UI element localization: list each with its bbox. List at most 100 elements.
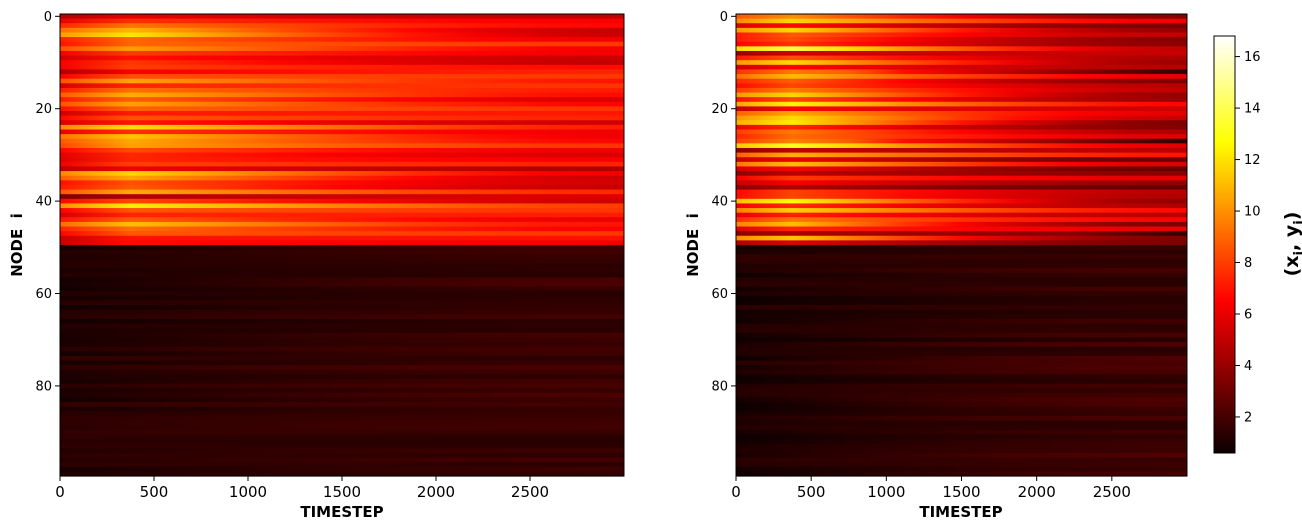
heatmap-row	[736, 221, 1187, 228]
heatmap-row	[60, 346, 624, 352]
heatmap-row	[736, 309, 1187, 315]
heatmap-row	[736, 134, 1187, 140]
heatmap-row	[736, 452, 1187, 459]
heatmap-row	[60, 231, 624, 237]
colorbar-tick-label: 12	[1244, 153, 1261, 168]
colorbar-tick-label: 4	[1244, 359, 1252, 374]
heatmap-row	[60, 332, 624, 338]
heatmap-row	[736, 198, 1187, 205]
heatmap-row	[736, 471, 1187, 477]
heatmap-row	[736, 291, 1187, 297]
heatmap-row	[736, 203, 1187, 209]
heatmap-row	[60, 429, 624, 436]
y-tick-label: 80	[35, 379, 52, 394]
y-tick-label: 40	[711, 195, 728, 210]
heatmap-row	[736, 166, 1187, 172]
heatmap-row	[736, 129, 1187, 135]
heatmap-row	[60, 184, 624, 191]
heatmap-row	[736, 138, 1187, 144]
heatmap-row	[736, 231, 1187, 237]
heatmap-row	[60, 74, 624, 80]
heatmap-row	[60, 314, 624, 320]
colorbar-tick-label: 10	[1244, 205, 1261, 220]
heatmap-row	[60, 318, 624, 325]
heatmap-row	[736, 466, 1187, 472]
heatmap-row	[60, 97, 624, 103]
x-tick-label: 1000	[229, 483, 267, 501]
heatmap-row	[736, 374, 1187, 380]
heatmap-row	[60, 101, 624, 107]
heatmap-row	[736, 101, 1187, 107]
heatmap-row	[60, 171, 624, 177]
heatmap-row	[736, 305, 1187, 311]
heatmap-row	[736, 378, 1187, 385]
heatmap-row	[60, 124, 624, 131]
x-tick-label: 500	[797, 483, 826, 501]
colorbar-ticks: 2 4 6 8 10 12 14 16	[1235, 50, 1261, 425]
heatmap-row	[60, 55, 624, 61]
heatmap-row	[736, 429, 1187, 436]
heatmap-row	[736, 124, 1187, 131]
heatmap-row	[736, 249, 1187, 255]
heatmap-row	[736, 351, 1187, 357]
heatmap-row	[736, 14, 1187, 20]
right-x-ticks: 0 500 1000 1500 2000 2500	[731, 476, 1131, 501]
heatmap-row	[60, 268, 624, 274]
heatmap-row	[60, 46, 624, 52]
heatmap-row	[736, 245, 1187, 251]
heatmap-row	[60, 402, 624, 408]
heatmap-row	[60, 443, 624, 449]
heatmap-row	[60, 360, 624, 366]
heatmap-row	[60, 323, 624, 329]
heatmap-row	[60, 277, 624, 283]
heatmap-row	[60, 157, 624, 163]
heatmap-row	[60, 291, 624, 297]
heatmap-row	[60, 254, 624, 260]
heatmap-row	[60, 392, 624, 399]
heatmap-row	[736, 240, 1187, 246]
heatmap-row	[736, 212, 1187, 218]
heatmap-row	[60, 365, 624, 371]
right-heatmap-cells	[736, 14, 1187, 477]
heatmap-row	[60, 471, 624, 477]
heatmap-row	[736, 439, 1187, 445]
heatmap-row	[736, 328, 1187, 334]
heatmap-row	[60, 78, 624, 84]
heatmap-row	[736, 83, 1187, 89]
heatmap-row	[736, 171, 1187, 177]
heatmap-row	[736, 217, 1187, 223]
heatmap-row	[60, 415, 624, 422]
heatmap-row	[60, 383, 624, 389]
left-y-ticks: 0 20 40 60 80	[35, 10, 60, 394]
heatmap-row	[736, 60, 1187, 66]
heatmap-row	[736, 360, 1187, 366]
heatmap-row	[60, 462, 624, 468]
colorbar-gradient	[1213, 35, 1236, 454]
heatmap-row	[736, 323, 1187, 329]
x-tick-label: 0	[731, 483, 741, 501]
heatmap-row	[60, 41, 624, 47]
heatmap-row	[736, 46, 1187, 52]
y-tick-label: 60	[35, 287, 52, 302]
heatmap-row	[60, 83, 624, 89]
right-y-axis-title: NODE i	[684, 213, 702, 277]
heatmap-row	[60, 18, 624, 24]
x-tick-label: 2500	[511, 483, 549, 501]
colorbar-title: (xi, yi)	[1281, 212, 1302, 277]
heatmap-row	[736, 388, 1187, 394]
heatmap-row	[60, 378, 624, 385]
heatmap-row	[736, 342, 1187, 348]
heatmap-row	[736, 462, 1187, 468]
heatmap-row	[60, 351, 624, 357]
heatmap-row	[60, 295, 624, 302]
heatmap-row	[736, 50, 1187, 57]
heatmap-row	[736, 175, 1187, 181]
heatmap-row	[736, 18, 1187, 24]
heatmap-row	[60, 217, 624, 223]
colorbar-tick-label: 14	[1244, 102, 1261, 117]
heatmap-row	[60, 439, 624, 445]
heatmap-row	[60, 235, 624, 241]
heatmap-row	[736, 415, 1187, 422]
